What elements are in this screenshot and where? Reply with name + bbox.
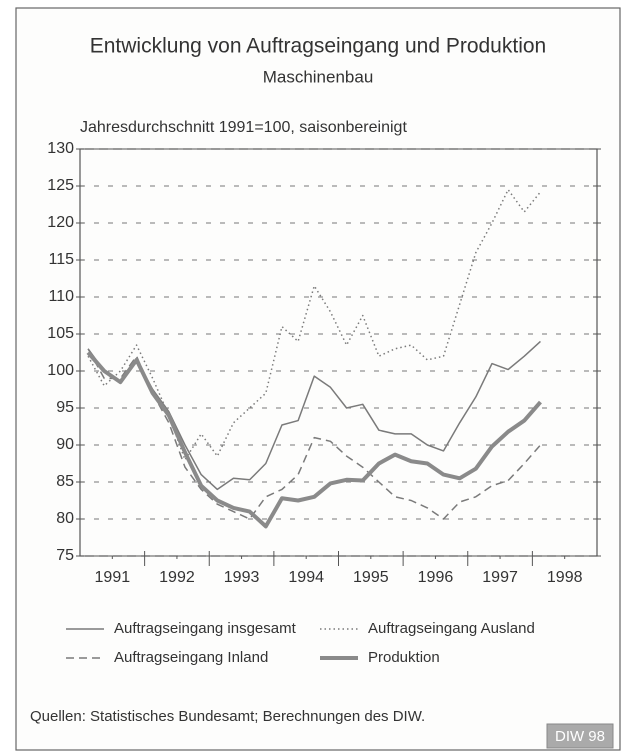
legend-label: Auftragseingang Ausland — [368, 620, 535, 637]
x-tick-label: 1996 — [418, 569, 454, 586]
series-line — [87, 340, 541, 491]
y-tick-label: 85 — [56, 473, 74, 490]
y-tick-label: 75 — [56, 547, 74, 564]
y-tick-label: 120 — [47, 214, 74, 231]
series-line — [86, 351, 542, 529]
x-tick-label: 1992 — [159, 569, 195, 586]
y-tick-label: 95 — [56, 399, 74, 416]
y-tick-label: 105 — [47, 325, 74, 342]
y-tick-label: 125 — [47, 177, 74, 194]
x-tick-label: 1993 — [224, 569, 260, 586]
y-tick-label: 115 — [48, 251, 74, 268]
chart-title: Entwicklung von Auftragseingang und Prod… — [90, 35, 546, 58]
y-axis-label: Jahresdurchschnitt 1991=100, saisonberei… — [80, 119, 407, 136]
legend-label: Produktion — [368, 649, 440, 666]
badge-box — [546, 723, 614, 749]
legend-label: Auftragseingang insgesamt — [114, 620, 297, 637]
y-tick-label: 130 — [47, 140, 74, 157]
x-tick-label: 1995 — [353, 569, 389, 586]
y-tick-label: 90 — [56, 436, 74, 453]
y-tick-label: 100 — [47, 362, 74, 379]
x-tick-label: 1991 — [95, 569, 131, 586]
chart-subtitle: Maschinenbau — [263, 67, 374, 86]
badge: DIW 98 — [555, 728, 605, 745]
source-note: Quellen: Statistisches Bundesamt; Berech… — [30, 708, 425, 725]
y-tick-label: 80 — [56, 510, 74, 527]
x-tick-label: 1994 — [288, 569, 324, 586]
x-tick-label: 1998 — [547, 569, 583, 586]
y-tick-label: 110 — [48, 288, 74, 305]
legend-label: Auftragseingang Inland — [114, 649, 268, 666]
series-line — [87, 348, 542, 520]
series-line — [87, 188, 542, 461]
x-tick-label: 1997 — [482, 569, 518, 586]
